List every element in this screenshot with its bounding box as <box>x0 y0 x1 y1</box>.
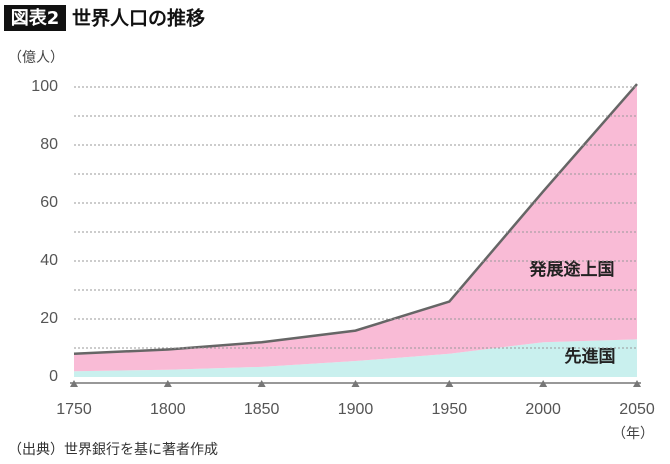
x-tick-label: 1850 <box>244 401 280 418</box>
x-tick <box>70 380 78 387</box>
x-tick <box>163 380 172 387</box>
series-label: 先進国 <box>565 346 616 367</box>
total-line <box>73 83 638 356</box>
x-axis-label: （年） <box>612 426 654 442</box>
series-label: 発展途上国 <box>529 259 615 280</box>
y-tick-label: 20 <box>40 310 58 327</box>
source: （出典）世界銀行を基に著者作成 <box>8 441 218 458</box>
x-tick-label: 1900 <box>338 401 374 418</box>
x-tick <box>257 380 266 387</box>
badge: 図表2 <box>11 7 60 29</box>
y-tick-label: 100 <box>31 78 58 95</box>
area <box>74 339 637 377</box>
area <box>74 84 637 372</box>
y-tick-label: 80 <box>40 136 58 153</box>
x-tick <box>445 380 454 387</box>
x-tick-label: 2000 <box>525 401 561 418</box>
chart-title: 世界人口の推移 <box>72 7 205 30</box>
x-tick <box>351 380 360 387</box>
x-tick-label: 2050 <box>619 401 655 418</box>
badge-box <box>4 5 66 31</box>
x-tick <box>539 380 548 387</box>
x-tick-label: 1800 <box>150 401 186 418</box>
y-tick-label: 0 <box>49 368 58 385</box>
y-tick-label: 60 <box>40 194 58 211</box>
x-tick <box>633 380 641 387</box>
y-axis-label: （億人） <box>8 50 64 66</box>
x-tick-label: 1950 <box>432 401 468 418</box>
x-tick-label: 1750 <box>56 401 92 418</box>
y-tick-label: 40 <box>40 252 58 269</box>
